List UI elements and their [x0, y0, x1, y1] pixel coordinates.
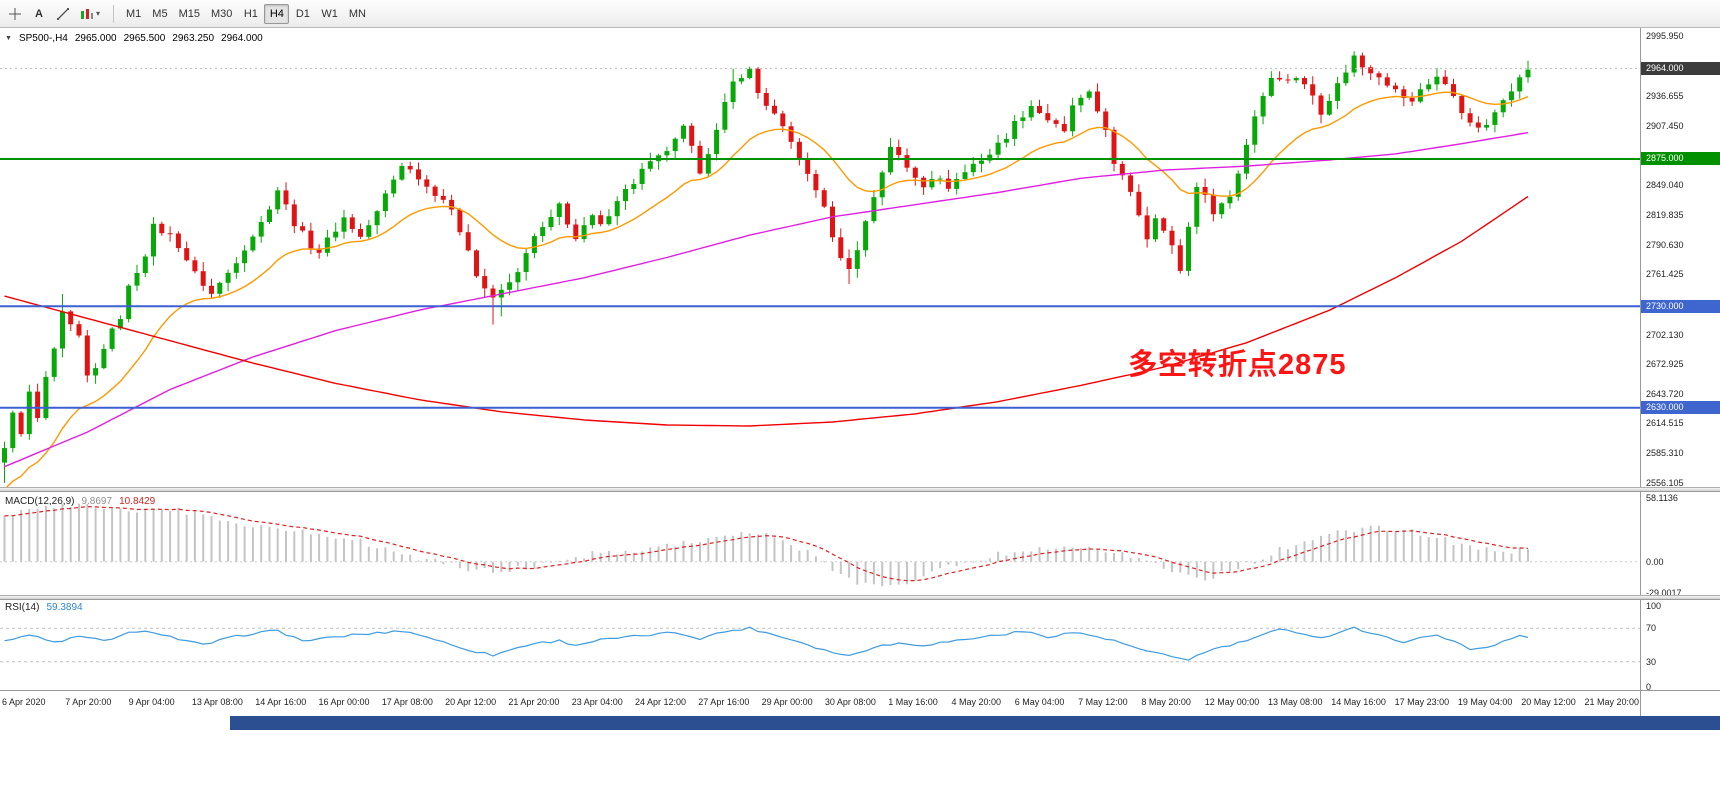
timeframe-button-m30[interactable]: M30 [206, 4, 237, 24]
ohlc-high: 2965.500 [123, 33, 166, 44]
toolbar: A ▾ M1 M5 M15 M30 H1 H4 D1 W1 MN [0, 0, 1720, 28]
ohlc-close: 2964.000 [221, 33, 263, 44]
collapse-triangle-icon: ▼ [5, 35, 12, 42]
timeframe-group: M1 M5 M15 M30 H1 H4 D1 W1 MN [121, 3, 372, 24]
macd-panel-splitter[interactable] [0, 487, 1720, 492]
timeframe-button-m5[interactable]: M5 [147, 4, 172, 24]
rsi-indicator-label: RSI(14) 59.3894 [5, 602, 83, 613]
time-axis-border [0, 690, 1720, 691]
rsi-label: RSI(14) [5, 602, 40, 613]
text-tool-icon: A [35, 7, 43, 20]
chart-symbol-label: SP500-,H4 [18, 33, 68, 44]
ohlc-open: 2965.000 [74, 33, 117, 44]
timeframe-button-w1[interactable]: W1 [316, 4, 343, 24]
timeframe-button-m1[interactable]: M1 [121, 4, 146, 24]
shapes-icon [81, 8, 93, 19]
shapes-dropdown-button[interactable]: ▾ [76, 3, 104, 25]
price-scale-border [1640, 28, 1641, 716]
timeframe-button-h1[interactable]: H1 [238, 4, 263, 24]
text-tool-button[interactable]: A [28, 3, 50, 25]
trendline-tool-button[interactable] [52, 3, 74, 25]
macd-label: MACD(12,26,9) [5, 496, 75, 507]
crosshair-tool-button[interactable] [4, 3, 26, 25]
timeframe-button-mn[interactable]: MN [344, 4, 371, 24]
timeframe-button-m15[interactable]: M15 [174, 4, 205, 24]
chart-ohlc-header: ▼ SP500-,H4 2965.000 2965.500 2963.250 2… [5, 33, 263, 44]
rsi-value: 59.3894 [46, 602, 83, 613]
candlestick-chart[interactable] [0, 0, 1720, 716]
timeframe-button-d1[interactable]: D1 [290, 4, 315, 24]
chart-annotation-text: 多空转折点2875 [1128, 349, 1347, 381]
timeframe-button-h4[interactable]: H4 [264, 3, 290, 24]
bottom-taskbar-strip [230, 716, 1720, 730]
crosshair-icon [9, 7, 21, 20]
macd-indicator-label: MACD(12,26,9) 9.8697 10.8429 [5, 496, 155, 507]
trendline-icon [57, 7, 69, 20]
macd-signal-value: 10.8429 [119, 496, 156, 507]
toolbar-separator [113, 4, 115, 23]
rsi-panel-splitter[interactable] [0, 595, 1720, 600]
chevron-down-icon: ▾ [96, 9, 101, 18]
ohlc-low: 2963.250 [172, 33, 215, 44]
macd-main-value: 9.8697 [81, 496, 113, 507]
